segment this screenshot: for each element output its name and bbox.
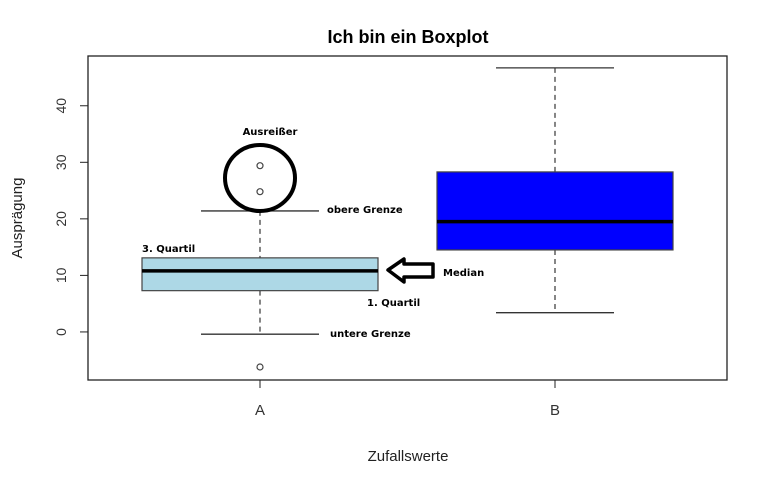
- y-tick-label: 10: [53, 267, 69, 283]
- chart-title: Ich bin ein Boxplot: [328, 27, 489, 47]
- annotation-q1: 1. Quartil: [367, 298, 420, 309]
- box-B: [436, 171, 674, 251]
- x-axis-label: Zufallswerte: [368, 448, 449, 465]
- y-axis-label: Ausprägung: [9, 178, 26, 259]
- outlier-point: [256, 188, 264, 196]
- x-tick-label: A: [255, 402, 265, 419]
- median-arrow-icon: [386, 257, 435, 284]
- x-tick-label: B: [550, 402, 560, 419]
- y-tick-label: 40: [53, 98, 69, 114]
- y-tick-label: 0: [53, 328, 69, 336]
- outlier-point: [256, 363, 264, 371]
- outlier-point: [256, 162, 264, 170]
- annotation-median: Median: [443, 268, 484, 279]
- outlier-highlight-circle: [223, 143, 297, 213]
- box-A: [141, 257, 379, 292]
- plot-frame: [87, 55, 728, 381]
- y-tick-label: 20: [53, 211, 69, 227]
- annotation-lower-limit: untere Grenze: [330, 329, 411, 340]
- annotation-outliers: Ausreißer: [243, 127, 298, 138]
- annotation-q3: 3. Quartil: [142, 244, 195, 255]
- y-tick-label: 30: [53, 154, 69, 170]
- annotation-upper-limit: obere Grenze: [327, 205, 403, 216]
